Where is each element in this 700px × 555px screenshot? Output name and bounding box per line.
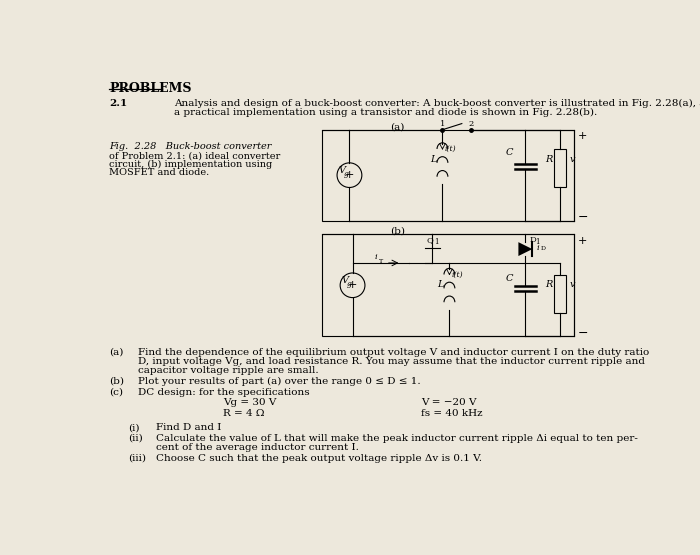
Text: V: V <box>339 166 346 175</box>
Text: R = 4 Ω: R = 4 Ω <box>223 409 265 418</box>
Text: Vg = 30 V: Vg = 30 V <box>223 398 276 407</box>
Text: v: v <box>570 154 575 164</box>
Text: a practical implementation using a transistor and diode is shown in Fig. 2.28(b): a practical implementation using a trans… <box>174 108 598 117</box>
Text: (ii): (ii) <box>128 434 143 443</box>
Text: g: g <box>344 170 349 178</box>
Text: −: − <box>578 327 588 340</box>
Text: D: D <box>529 236 536 244</box>
Text: L: L <box>430 154 437 164</box>
Text: i: i <box>536 244 539 252</box>
Text: i(t): i(t) <box>444 145 456 153</box>
Polygon shape <box>519 242 533 256</box>
Bar <box>554 149 566 188</box>
Text: of Problem 2.1: (a) ideal converter: of Problem 2.1: (a) ideal converter <box>109 152 281 160</box>
Text: D, input voltage Vg, and load resistance R. You may assume that the inductor cur: D, input voltage Vg, and load resistance… <box>138 357 645 366</box>
Text: R: R <box>545 154 552 164</box>
Text: Fig.  2.28   Buck-boost converter: Fig. 2.28 Buck-boost converter <box>109 142 272 151</box>
Text: Plot your results of part (a) over the range 0 ≤ D ≤ 1.: Plot your results of part (a) over the r… <box>138 377 421 386</box>
Text: MOSFET and diode.: MOSFET and diode. <box>109 168 209 177</box>
Text: V = −20 V: V = −20 V <box>421 398 476 407</box>
Text: i: i <box>374 254 377 261</box>
Text: Choose C such that the peak output voltage ripple Δv is 0.1 V.: Choose C such that the peak output volta… <box>155 454 482 463</box>
Text: fs = 40 kHz: fs = 40 kHz <box>421 409 482 418</box>
Text: (b): (b) <box>390 227 405 236</box>
Text: Find D and I: Find D and I <box>155 423 221 432</box>
Text: 1: 1 <box>535 238 539 246</box>
Text: L: L <box>437 280 444 289</box>
Text: (a): (a) <box>109 347 124 357</box>
Text: Calculate the value of L that will make the peak inductor current ripple Δi equa: Calculate the value of L that will make … <box>155 434 638 443</box>
Text: g: g <box>347 280 352 288</box>
Text: 2.1: 2.1 <box>109 99 127 108</box>
Text: +: + <box>578 132 587 142</box>
Text: 2: 2 <box>468 120 474 128</box>
Text: (i): (i) <box>128 423 139 432</box>
Text: +: + <box>578 236 587 246</box>
Text: +: + <box>345 170 354 180</box>
Text: v: v <box>570 280 575 289</box>
Bar <box>321 234 574 336</box>
Text: Q: Q <box>426 236 433 244</box>
Text: 1: 1 <box>434 238 438 246</box>
Text: T: T <box>379 259 383 264</box>
Text: cent of the average inductor current I.: cent of the average inductor current I. <box>155 443 358 452</box>
Text: capacitor voltage ripple are small.: capacitor voltage ripple are small. <box>138 366 318 375</box>
Text: C: C <box>506 148 514 157</box>
Text: DC design: for the specifications: DC design: for the specifications <box>138 388 309 397</box>
Text: −: − <box>578 211 588 224</box>
Text: V: V <box>342 276 349 285</box>
Text: Analysis and design of a buck-boost converter: A buck-boost converter is illustr: Analysis and design of a buck-boost conv… <box>174 99 700 108</box>
Text: (iii): (iii) <box>128 454 146 463</box>
Text: D: D <box>541 246 546 251</box>
Text: R: R <box>545 280 552 289</box>
Text: +: + <box>348 280 357 290</box>
Text: (b): (b) <box>109 377 124 386</box>
Text: i(t): i(t) <box>452 271 463 279</box>
Text: circuit, (b) implementation using: circuit, (b) implementation using <box>109 160 272 169</box>
Text: 1: 1 <box>440 120 445 128</box>
Bar <box>321 130 574 220</box>
Text: Find the dependence of the equilibrium output voltage V and inductor current I o: Find the dependence of the equilibrium o… <box>138 347 649 357</box>
Bar <box>554 275 566 313</box>
Text: (c): (c) <box>109 388 123 397</box>
Text: PROBLEMS: PROBLEMS <box>109 82 192 95</box>
Text: C: C <box>506 274 514 283</box>
Text: (a): (a) <box>391 122 405 131</box>
